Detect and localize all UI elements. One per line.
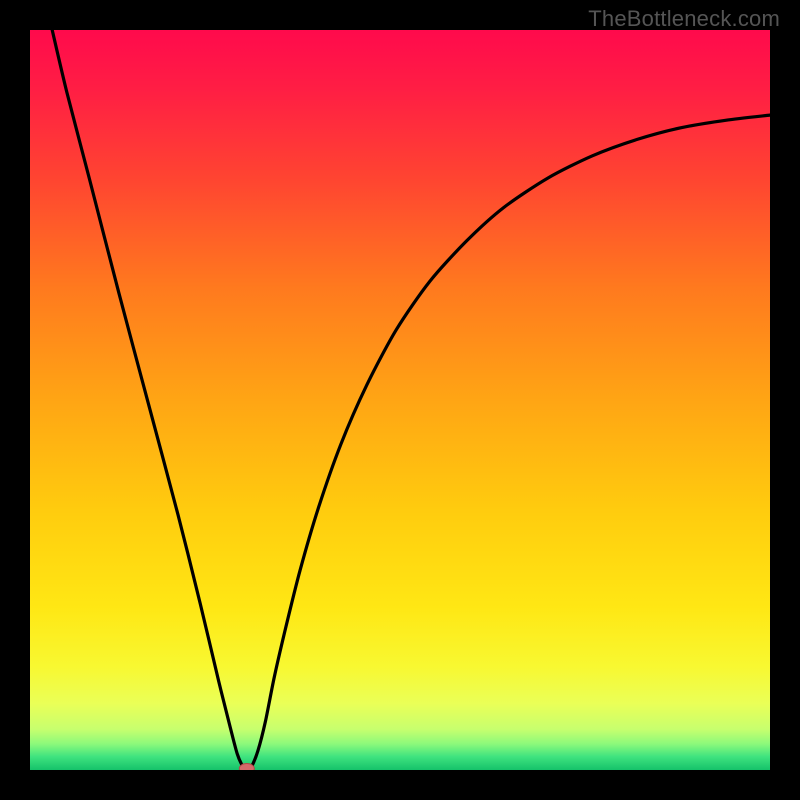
plot-area (30, 30, 770, 774)
bottleneck-chart (0, 0, 800, 800)
plot-background (30, 30, 770, 770)
watermark-text: TheBottleneck.com (588, 6, 780, 32)
chart-frame: TheBottleneck.com (0, 0, 800, 800)
